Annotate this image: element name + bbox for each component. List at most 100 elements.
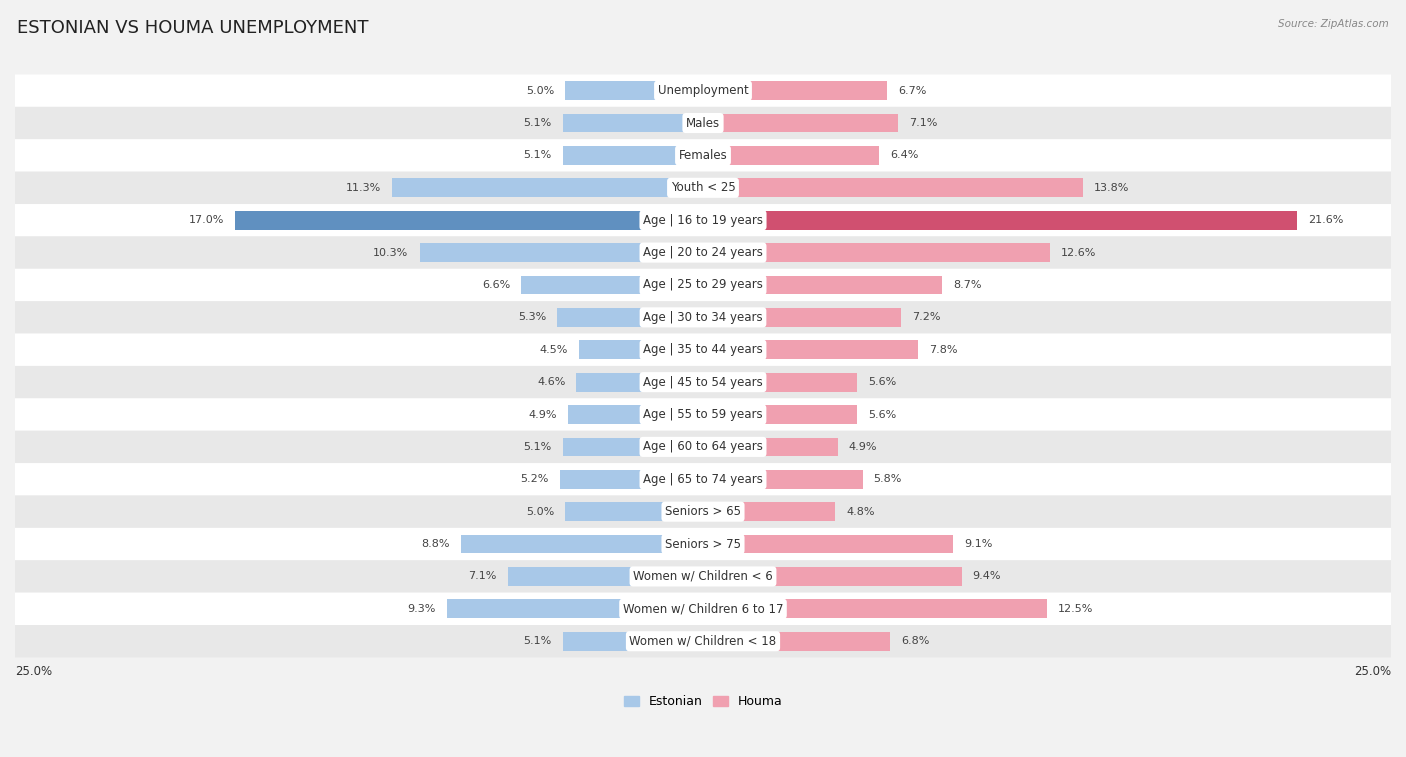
Legend: Estonian, Houma: Estonian, Houma bbox=[619, 690, 787, 713]
Text: 8.7%: 8.7% bbox=[953, 280, 981, 290]
Text: Women w/ Children < 18: Women w/ Children < 18 bbox=[630, 634, 776, 648]
Text: 5.6%: 5.6% bbox=[868, 410, 897, 419]
FancyBboxPatch shape bbox=[15, 334, 1391, 366]
Text: Women w/ Children < 6: Women w/ Children < 6 bbox=[633, 570, 773, 583]
Text: 5.1%: 5.1% bbox=[523, 442, 551, 452]
Text: Females: Females bbox=[679, 149, 727, 162]
Text: 12.6%: 12.6% bbox=[1060, 248, 1097, 257]
FancyBboxPatch shape bbox=[15, 301, 1391, 334]
Bar bbox=[703, 146, 879, 165]
Text: 4.9%: 4.9% bbox=[529, 410, 557, 419]
Bar bbox=[461, 534, 703, 553]
Bar bbox=[703, 276, 942, 294]
Bar bbox=[419, 243, 703, 262]
Text: 4.6%: 4.6% bbox=[537, 377, 565, 387]
Text: Seniors > 65: Seniors > 65 bbox=[665, 505, 741, 519]
Bar bbox=[703, 600, 1047, 618]
Bar bbox=[568, 405, 703, 424]
Text: 6.7%: 6.7% bbox=[898, 86, 927, 95]
FancyBboxPatch shape bbox=[15, 366, 1391, 398]
FancyBboxPatch shape bbox=[15, 625, 1391, 657]
Text: 10.3%: 10.3% bbox=[373, 248, 409, 257]
Bar bbox=[562, 438, 703, 456]
Bar bbox=[703, 534, 953, 553]
Bar bbox=[447, 600, 703, 618]
FancyBboxPatch shape bbox=[15, 560, 1391, 593]
Text: 5.1%: 5.1% bbox=[523, 636, 551, 646]
Text: 6.6%: 6.6% bbox=[482, 280, 510, 290]
Text: Seniors > 75: Seniors > 75 bbox=[665, 537, 741, 550]
Text: Unemployment: Unemployment bbox=[658, 84, 748, 97]
Text: ESTONIAN VS HOUMA UNEMPLOYMENT: ESTONIAN VS HOUMA UNEMPLOYMENT bbox=[17, 19, 368, 37]
Text: 5.1%: 5.1% bbox=[523, 118, 551, 128]
Bar bbox=[703, 632, 890, 650]
Text: 21.6%: 21.6% bbox=[1309, 215, 1344, 225]
Bar bbox=[703, 243, 1050, 262]
Text: 9.3%: 9.3% bbox=[408, 604, 436, 614]
Text: 7.8%: 7.8% bbox=[929, 344, 957, 355]
FancyBboxPatch shape bbox=[15, 528, 1391, 560]
Bar bbox=[562, 114, 703, 132]
Text: Age | 60 to 64 years: Age | 60 to 64 years bbox=[643, 441, 763, 453]
Text: 13.8%: 13.8% bbox=[1094, 183, 1129, 193]
Bar bbox=[703, 114, 898, 132]
Text: Age | 65 to 74 years: Age | 65 to 74 years bbox=[643, 473, 763, 486]
Text: 5.1%: 5.1% bbox=[523, 151, 551, 160]
Bar bbox=[579, 341, 703, 359]
FancyBboxPatch shape bbox=[15, 269, 1391, 301]
Bar bbox=[703, 341, 918, 359]
FancyBboxPatch shape bbox=[15, 496, 1391, 528]
Text: 17.0%: 17.0% bbox=[188, 215, 224, 225]
Bar bbox=[235, 210, 703, 229]
Bar bbox=[392, 179, 703, 198]
FancyBboxPatch shape bbox=[15, 172, 1391, 204]
Text: 5.2%: 5.2% bbox=[520, 475, 548, 484]
Text: Age | 20 to 24 years: Age | 20 to 24 years bbox=[643, 246, 763, 259]
Text: 5.3%: 5.3% bbox=[517, 313, 546, 322]
Text: 7.1%: 7.1% bbox=[468, 572, 496, 581]
FancyBboxPatch shape bbox=[15, 139, 1391, 172]
Bar bbox=[522, 276, 703, 294]
FancyBboxPatch shape bbox=[15, 593, 1391, 625]
Bar bbox=[703, 308, 901, 327]
Bar bbox=[562, 632, 703, 650]
Text: 7.2%: 7.2% bbox=[912, 313, 941, 322]
Bar bbox=[703, 179, 1083, 198]
Text: 25.0%: 25.0% bbox=[1354, 665, 1391, 678]
Bar bbox=[703, 567, 962, 586]
Text: 5.6%: 5.6% bbox=[868, 377, 897, 387]
Text: Males: Males bbox=[686, 117, 720, 129]
Bar bbox=[557, 308, 703, 327]
Text: Age | 35 to 44 years: Age | 35 to 44 years bbox=[643, 343, 763, 357]
Text: Age | 45 to 54 years: Age | 45 to 54 years bbox=[643, 375, 763, 388]
Text: 5.8%: 5.8% bbox=[873, 475, 903, 484]
Text: 9.4%: 9.4% bbox=[973, 572, 1001, 581]
Text: 11.3%: 11.3% bbox=[346, 183, 381, 193]
Text: Youth < 25: Youth < 25 bbox=[671, 182, 735, 195]
Text: 6.8%: 6.8% bbox=[901, 636, 929, 646]
Bar bbox=[703, 405, 858, 424]
Bar bbox=[703, 81, 887, 100]
FancyBboxPatch shape bbox=[15, 463, 1391, 496]
Bar bbox=[576, 372, 703, 391]
Text: Women w/ Children 6 to 17: Women w/ Children 6 to 17 bbox=[623, 603, 783, 615]
Text: 5.0%: 5.0% bbox=[526, 86, 554, 95]
Text: 6.4%: 6.4% bbox=[890, 151, 918, 160]
Bar bbox=[703, 470, 863, 489]
Text: Source: ZipAtlas.com: Source: ZipAtlas.com bbox=[1278, 19, 1389, 29]
Text: 25.0%: 25.0% bbox=[15, 665, 52, 678]
Bar bbox=[562, 146, 703, 165]
Bar bbox=[508, 567, 703, 586]
Bar bbox=[703, 210, 1298, 229]
FancyBboxPatch shape bbox=[15, 236, 1391, 269]
FancyBboxPatch shape bbox=[15, 74, 1391, 107]
Text: Age | 55 to 59 years: Age | 55 to 59 years bbox=[643, 408, 763, 421]
Text: 7.1%: 7.1% bbox=[910, 118, 938, 128]
Text: 5.0%: 5.0% bbox=[526, 506, 554, 517]
Text: 9.1%: 9.1% bbox=[965, 539, 993, 549]
Text: Age | 30 to 34 years: Age | 30 to 34 years bbox=[643, 311, 763, 324]
Bar bbox=[565, 503, 703, 521]
Text: 8.8%: 8.8% bbox=[422, 539, 450, 549]
FancyBboxPatch shape bbox=[15, 398, 1391, 431]
FancyBboxPatch shape bbox=[15, 204, 1391, 236]
